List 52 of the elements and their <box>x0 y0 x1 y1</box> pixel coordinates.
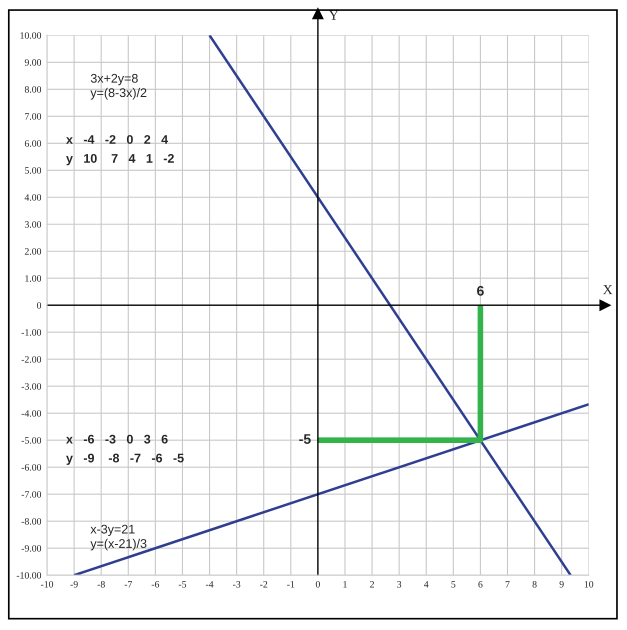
x-tick-label: 5 <box>451 581 456 588</box>
y-tick-label: -1.00 <box>22 329 42 336</box>
y-tick-label: 4.00 <box>24 194 42 201</box>
y-tick-label: 10.00 <box>20 32 42 39</box>
y-tick-label: -9.00 <box>22 545 42 552</box>
annotation: y -9 -8 -7 -6 -5 <box>66 454 184 465</box>
annotation: x -4 -2 0 2 4 <box>66 135 168 144</box>
y-tick-label: -2.00 <box>22 356 42 363</box>
y-tick-label: 5.00 <box>25 167 42 174</box>
y-tick-label: -8.00 <box>22 518 42 525</box>
y-tick-label: 2.00 <box>24 248 42 255</box>
y-tick-label: -4.00 <box>22 410 42 417</box>
x-tick-label: -2 <box>260 581 268 588</box>
annotation: 3x+2y=8 y=(8-3x)/2 <box>90 74 146 100</box>
x-tick-label: 9 <box>560 581 564 588</box>
x-axis-title: X <box>603 285 612 294</box>
y-tick-label: -6.00 <box>22 464 42 471</box>
x-tick-label: -9 <box>70 581 78 588</box>
x-tick-label: 1 <box>343 581 347 588</box>
x-tick-label: -1 <box>287 581 294 588</box>
y-tick-label: 3.00 <box>24 221 42 228</box>
y-tick-label: -5.00 <box>22 437 42 444</box>
annotation: 6 <box>477 286 484 296</box>
x-tick-label: -4 <box>206 581 214 588</box>
y-tick-label: 9.00 <box>24 59 42 66</box>
x-tick-label: -6 <box>152 581 160 588</box>
annotation: x -6 -3 0 3 6 <box>66 434 168 444</box>
y-tick-label: 8.00 <box>24 86 42 93</box>
x-tick-label: -5 <box>178 581 186 588</box>
x-tick-label: 0 <box>316 581 320 588</box>
y-tick-label: 0 <box>36 302 42 309</box>
y-tick-label: -7.00 <box>22 491 42 498</box>
x-tick-label: 10 <box>584 581 594 588</box>
x-tick-label: 8 <box>532 581 537 588</box>
x-tick-label: -8 <box>98 581 105 588</box>
x-tick-label: 4 <box>424 581 429 588</box>
x-tick-label: 3 <box>397 581 402 588</box>
y-tick-label: 1.00 <box>25 275 42 282</box>
y-axis-title: Y <box>328 10 338 20</box>
y-tick-label: 7.00 <box>25 113 42 120</box>
x-tick-label: 2 <box>370 581 374 588</box>
y-tick-label: 6.00 <box>24 140 42 147</box>
x-tick-label: -3 <box>232 581 240 588</box>
annotation: y 10 7 4 1 -2 <box>66 154 174 166</box>
x-tick-label: 6 <box>478 581 483 588</box>
x-tick-label: -10 <box>40 581 54 588</box>
y-tick-label: -3.00 <box>22 383 42 390</box>
annotation: -5 <box>299 434 311 444</box>
x-tick-label: 7 <box>506 581 510 588</box>
annotation: x-3y=21 y=(x-21)/3 <box>90 524 146 550</box>
x-tick-label: -7 <box>124 581 132 588</box>
y-tick-label: -10.00 <box>16 572 42 579</box>
